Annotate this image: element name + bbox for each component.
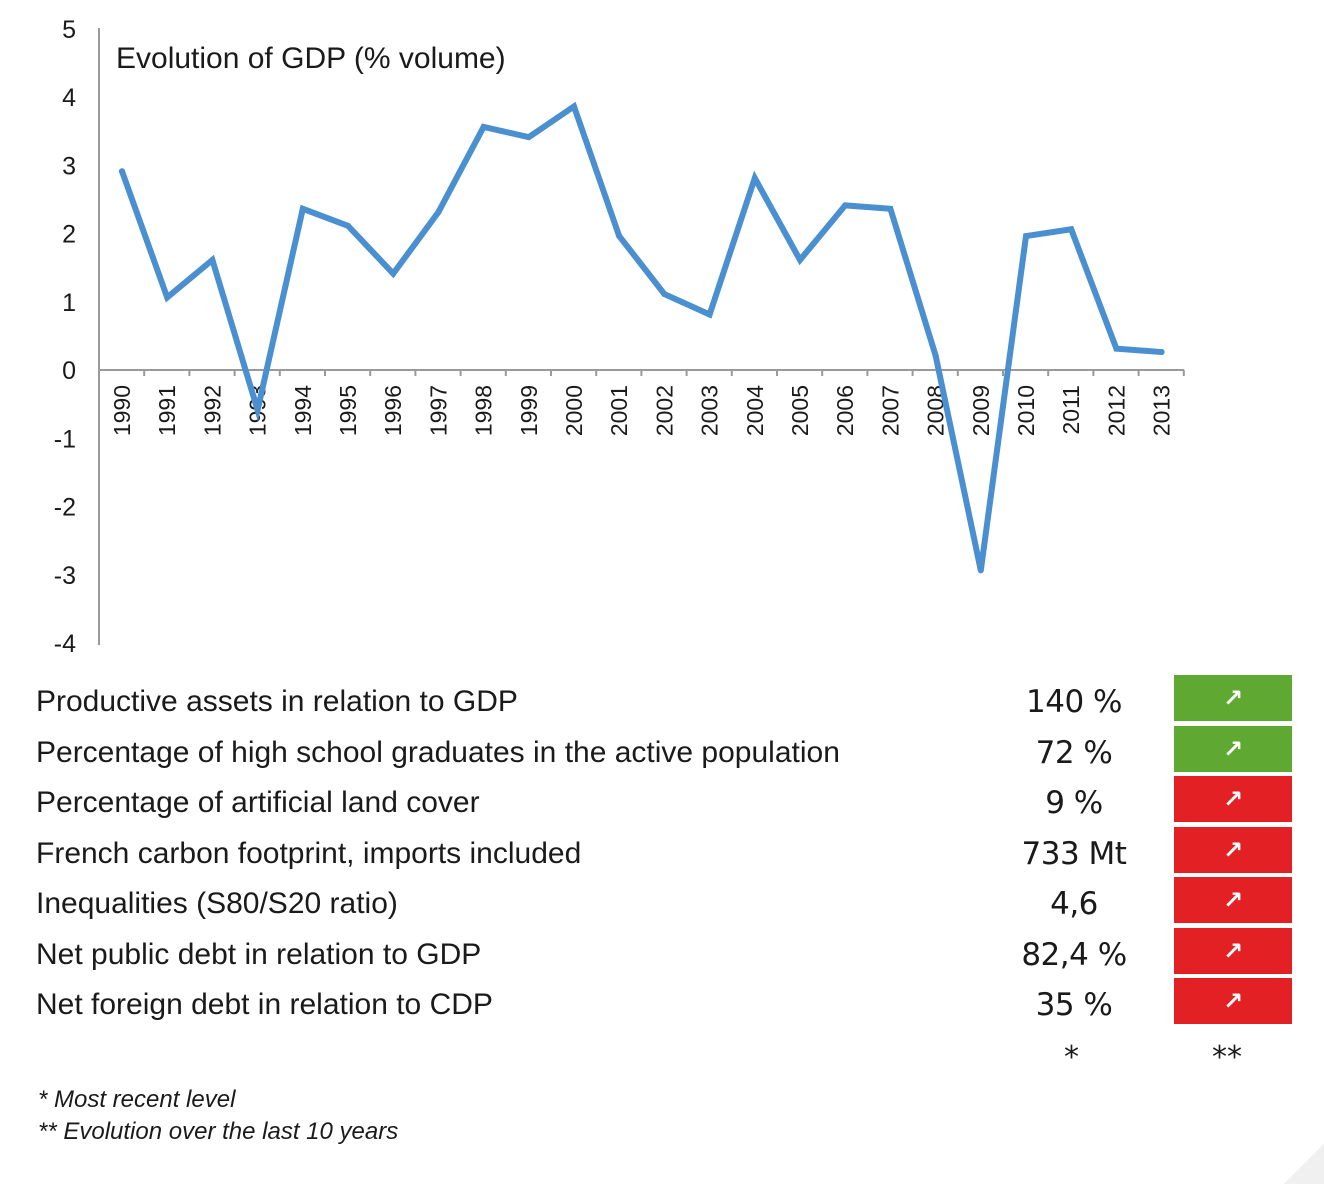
indicator-label: Percentage of high school graduates in t…: [36, 735, 840, 769]
x-tick-label: 1990: [109, 385, 135, 436]
x-tick-label: 1994: [290, 385, 316, 436]
y-tick-label: -3: [54, 562, 76, 590]
x-tick-label: 2002: [651, 385, 677, 436]
arrow-up-right-icon: ↗: [1222, 936, 1244, 965]
data-point: [1068, 226, 1075, 233]
y-tick-label: -1: [54, 425, 76, 453]
trend-indicator-box: ↗: [1174, 826, 1292, 873]
data-point: [164, 294, 171, 301]
x-tick-label: 1991: [154, 385, 180, 436]
y-tick-label: -4: [54, 630, 76, 658]
y-tick-label: 0: [62, 357, 76, 385]
x-tick-label: 2000: [561, 385, 587, 436]
data-point: [571, 103, 577, 110]
x-tick-label: 1998: [471, 385, 497, 436]
trend-indicator-box: ↗: [1174, 877, 1292, 923]
data-point: [977, 567, 984, 574]
data-point: [209, 256, 216, 263]
indicator-label: French carbon footprint, imports include…: [36, 836, 582, 870]
y-tick-label: 4: [62, 84, 76, 112]
data-point: [525, 134, 532, 141]
arrow-up-right-icon: ↗: [1222, 734, 1244, 763]
x-tick-label: 2006: [832, 385, 858, 436]
page-corner: [1284, 1144, 1324, 1184]
data-point: [390, 270, 397, 277]
data-point: [1113, 345, 1120, 352]
x-tick-label: 2013: [1149, 385, 1175, 436]
x-tick-label: 1999: [516, 385, 542, 436]
indicator-label: Inequalities (S80/S20 ratio): [36, 887, 398, 920]
x-tick-label: 2005: [787, 385, 813, 436]
data-point: [932, 352, 939, 359]
x-tick-label: 2003: [697, 385, 723, 436]
trend-indicator-box: ↗: [1174, 725, 1292, 772]
indicator-value: 140 %: [1026, 684, 1122, 720]
data-point: [661, 291, 668, 298]
x-tick-label: 2007: [877, 385, 903, 436]
arrow-up-right-icon: ↗: [1222, 987, 1244, 1015]
trend-indicator-box: ↗: [1174, 927, 1292, 974]
indicator-value: 82,4 %: [1021, 936, 1127, 973]
data-point: [616, 233, 623, 240]
footnote-recent-level: * Most recent level: [38, 1086, 236, 1113]
indicator-label: Productive assets in relation to GDP: [36, 685, 518, 718]
footnote-evolution: ** Evolution over the last 10 years: [38, 1118, 399, 1145]
indicator-value: 4,6: [1050, 886, 1098, 922]
arrow-up-right-icon: ↗: [1222, 835, 1244, 864]
indicator-label: Net foreign debt in relation to CDP: [36, 988, 493, 1021]
chart-title: Evolution of GDP (% volume): [116, 42, 506, 75]
trend-column-mark: **: [1212, 1040, 1242, 1075]
indicator-value: 35 %: [1035, 987, 1113, 1023]
x-tick-label: 1996: [380, 385, 406, 436]
data-point: [480, 123, 487, 130]
indicator-value: 72 %: [1035, 734, 1113, 771]
trend-indicator-box: ↗: [1174, 978, 1292, 1024]
data-point: [1158, 349, 1165, 356]
data-point: [842, 202, 849, 209]
arrow-up-right-icon: ↗: [1222, 785, 1244, 813]
arrow-up-right-icon: ↗: [1222, 684, 1244, 712]
gdp-series-line: [119, 101, 1165, 571]
x-tick-label: 1995: [335, 385, 361, 436]
y-tick-label: 5: [62, 16, 76, 44]
trend-indicator-box: ↗: [1174, 675, 1292, 721]
x-tick-label: 1992: [199, 385, 225, 436]
x-tick-label: 2009: [968, 385, 994, 436]
data-point: [1023, 233, 1029, 240]
data-point: [887, 205, 894, 212]
x-tick-label: 2004: [742, 385, 768, 436]
y-tick-label: 2: [62, 221, 76, 249]
y-tick-label: 1: [62, 289, 76, 317]
data-point: [435, 209, 442, 216]
data-point: [254, 407, 261, 414]
x-tick-label: 1997: [425, 385, 451, 436]
indicator-label: Net public debt in relation to GDP: [36, 937, 482, 971]
value-column-mark: *: [1064, 1040, 1079, 1075]
data-point: [751, 175, 758, 182]
data-point: [119, 168, 125, 175]
y-tick-label: 3: [62, 152, 76, 180]
x-tick-label: 2011: [1058, 385, 1084, 434]
trend-indicator-box: ↗: [1174, 776, 1292, 822]
data-point: [706, 311, 713, 318]
indicator-value: 733 Mt: [1021, 835, 1127, 872]
x-tick-label: 2010: [1013, 385, 1039, 436]
y-tick-label: -2: [54, 494, 76, 522]
indicator-label: Percentage of artificial land cover: [36, 786, 480, 819]
indicator-value: 9 %: [1045, 785, 1103, 821]
data-point: [299, 205, 306, 212]
x-tick-label: 2001: [606, 385, 632, 436]
data-point: [797, 256, 803, 263]
arrow-up-right-icon: ↗: [1222, 886, 1244, 914]
data-point: [345, 222, 351, 229]
x-tick-label: 2012: [1103, 385, 1129, 436]
